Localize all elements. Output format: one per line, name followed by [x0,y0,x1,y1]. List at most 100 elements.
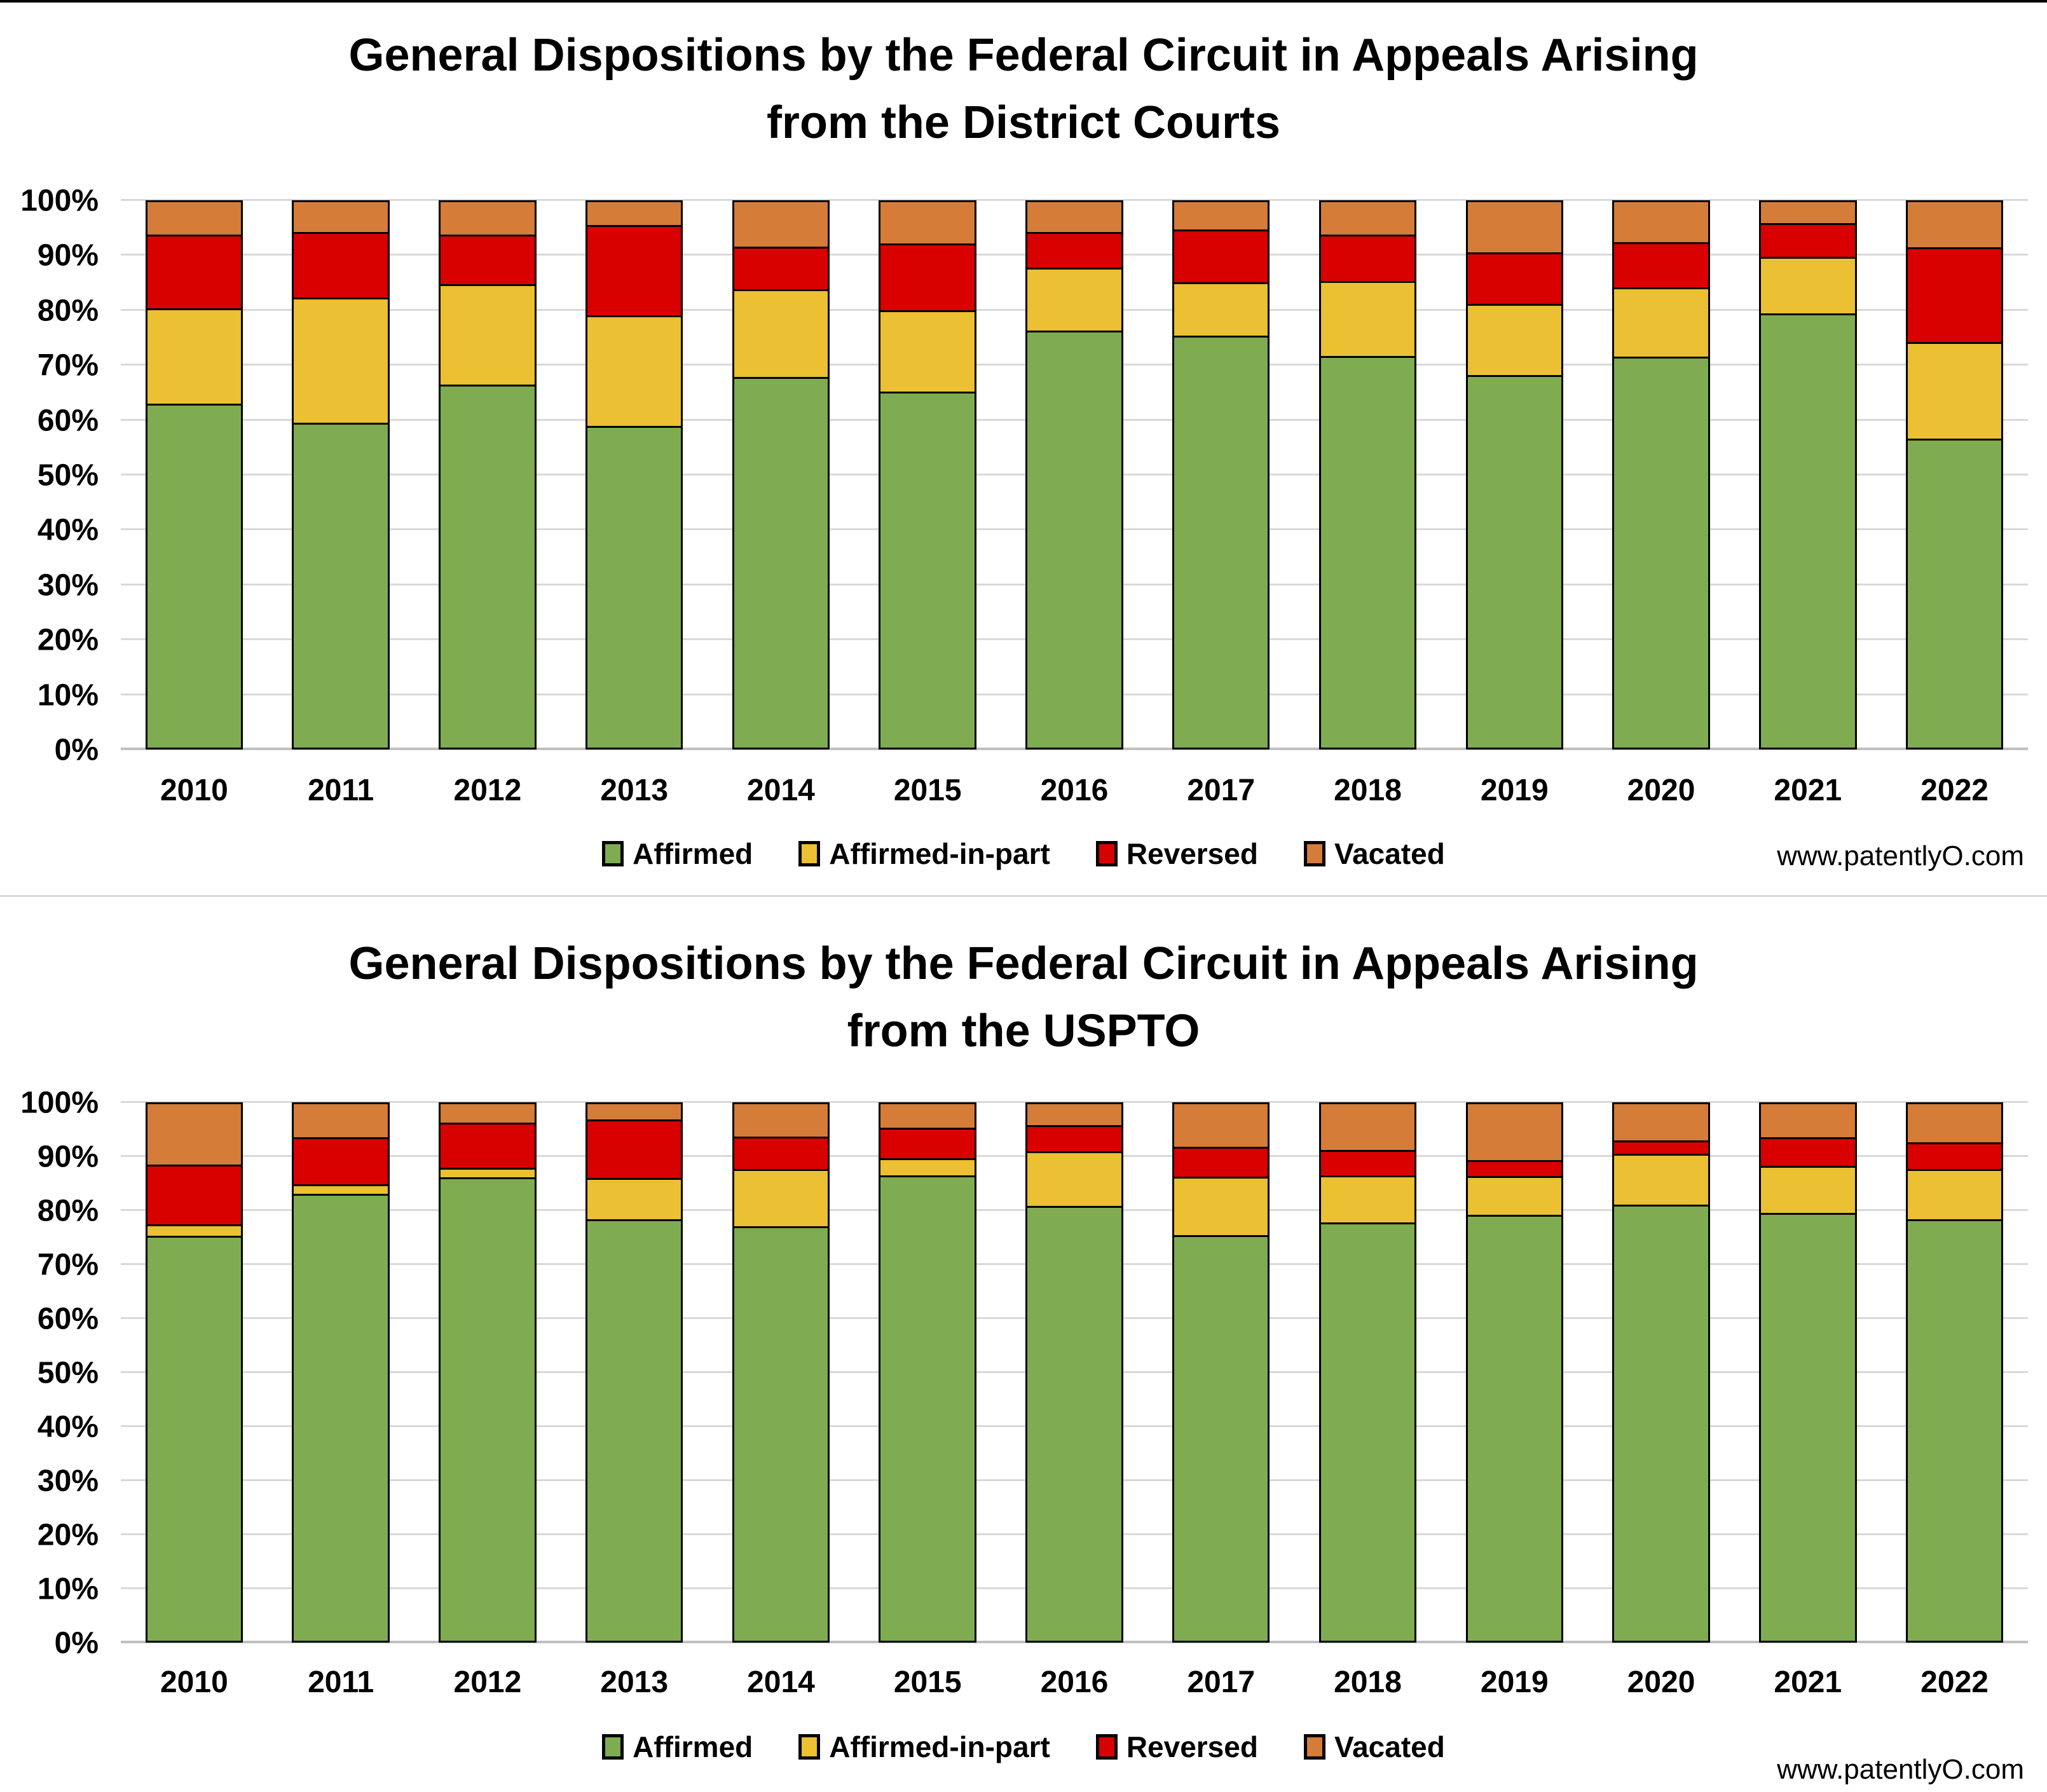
bar-segment-vacated-2020 [1614,202,1708,242]
legend-label: Affirmed [633,1730,753,1763]
bar-segment-affirmed-in-part-2014 [734,289,828,377]
stacked-bar-2011 [292,200,390,749]
bar-segment-reversed-2013 [587,225,681,315]
x-tick-label-2014: 2014 [747,1665,815,1699]
bar-segment-reversed-2020 [1614,242,1708,287]
legend-label: Reversed [1126,1730,1258,1763]
stacked-bar-2021 [1759,200,1857,749]
bar-segment-vacated-2013 [587,1104,681,1119]
y-tick-label-30pct: 30% [37,568,99,603]
bar-segment-vacated-2021 [1761,1104,1855,1138]
bar-segment-affirmed-in-part-2020 [1614,287,1708,357]
bar-segment-reversed-2021 [1761,223,1855,257]
bar-segment-reversed-2010 [147,235,242,309]
bar-segment-affirmed-in-part-2019 [1467,304,1561,375]
bar-segment-reversed-2016 [1027,232,1121,268]
legend-swatch-reversed-icon [1095,841,1118,866]
bar-segment-vacated-2020 [1614,1104,1708,1140]
bar-segment-vacated-2013 [587,202,681,226]
bars-container [121,1102,2028,1643]
bar-column-2015 [854,1102,1001,1643]
stacked-bar-2014 [732,200,830,749]
y-tick-label-80pct: 80% [37,1194,99,1228]
bar-segment-affirmed-2014 [734,1226,828,1641]
bar-segment-affirmed-2022 [1907,439,2002,748]
x-tick-label-2019: 2019 [1480,1665,1549,1699]
bar-segment-affirmed-in-part-2022 [1907,341,2002,439]
bar-column-2020 [1588,200,1735,749]
bar-segment-vacated-2019 [1467,1104,1561,1160]
bar-column-2022 [1881,1102,2028,1643]
bar-segment-reversed-2011 [294,1137,388,1184]
stacked-bar-2015 [879,200,976,749]
x-tick-label-2017: 2017 [1187,774,1256,807]
district-courts-x-axis-labels: 2010 2011 2012 2013 2014 2015 2016 2017 2018 2019… [121,773,2028,808]
watermark-link: www.patentlyO.com [1777,840,2024,872]
bar-segment-reversed-2019 [1467,1159,1561,1177]
bar-segment-vacated-2012 [441,202,535,235]
title-line-1: General Dispositions by the Federal Circ… [348,938,1699,989]
stacked-bar-2011 [292,1102,390,1643]
bar-column-2021 [1734,1102,1881,1643]
bar-column-2018 [1294,1102,1441,1643]
bar-segment-affirmed-2017 [1174,336,1268,748]
bar-segment-affirmed-2021 [1761,1213,1855,1641]
bar-segment-vacated-2022 [1907,202,2002,248]
bar-segment-affirmed-2011 [294,423,388,748]
bar-segment-affirmed-in-part-2015 [880,310,975,392]
bar-segment-reversed-2020 [1614,1140,1708,1154]
legend-label: Affirmed [633,837,753,870]
y-tick-label-20pct: 20% [37,623,99,657]
bar-segment-reversed-2013 [587,1119,681,1179]
bar-segment-vacated-2010 [147,202,242,235]
watermark-link: www.patentlyO.com [1777,1754,2024,1785]
bar-segment-vacated-2018 [1320,202,1415,235]
bar-segment-affirmed-2012 [441,1177,535,1641]
x-tick-label-2021: 2021 [1774,1665,1842,1699]
x-tick-label-2010: 2010 [160,1665,228,1699]
bar-segment-vacated-2014 [734,202,828,247]
bar-column-2011 [268,200,414,749]
bar-segment-affirmed-2021 [1761,313,1855,748]
bar-column-2012 [414,1102,561,1643]
y-tick-label-60pct: 60% [37,404,99,438]
x-tick-label-2020: 2020 [1627,1665,1695,1699]
legend-swatch-vacated-icon [1303,1734,1325,1760]
bar-segment-affirmed-in-part-2010 [147,308,242,404]
y-tick-label-20pct: 20% [37,1518,99,1552]
bar-segment-affirmed-2014 [734,376,828,748]
bar-column-2013 [561,200,708,749]
bar-segment-affirmed-2018 [1320,1222,1415,1641]
y-tick-label-10pct: 10% [37,678,99,713]
title-line-2: from the District Courts [766,97,1281,148]
bar-segment-reversed-2016 [1027,1125,1121,1152]
bar-segment-reversed-2011 [294,232,388,298]
bar-segment-affirmed-2022 [1907,1219,2002,1641]
bar-segment-reversed-2022 [1907,1142,2002,1170]
bar-segment-affirmed-in-part-2018 [1320,281,1415,356]
uspto-legend: Affirmed Affirmed-in-part Reversed Vacated [0,1730,2047,1764]
legend-item-affirmed: Affirmed [602,837,753,871]
stacked-bar-2012 [439,200,537,749]
bar-column-2012 [414,200,561,749]
stacked-bar-2018 [1318,1102,1417,1643]
legend-label: Affirmed-in-part [829,837,1050,870]
y-tick-label-0pct: 0% [54,1626,99,1660]
y-tick-label-80pct: 80% [37,294,99,328]
uspto-chart-panel: General Dispositions by the Federal Circ… [0,895,2047,1792]
x-tick-label-2019: 2019 [1480,774,1549,807]
bar-segment-vacated-2011 [294,1104,388,1138]
legend-swatch-affirmed-in-part-icon [798,1734,821,1760]
stacked-bar-2012 [439,1102,537,1643]
bar-segment-affirmed-2020 [1614,1204,1708,1641]
bar-segment-reversed-2015 [880,243,975,310]
bar-column-2010 [121,200,268,749]
bar-segment-reversed-2018 [1320,1149,1415,1176]
x-tick-label-2010: 2010 [160,774,228,807]
bar-segment-affirmed-2012 [441,385,535,748]
y-tick-label-30pct: 30% [37,1464,99,1498]
x-tick-label-2020: 2020 [1627,774,1695,807]
x-tick-label-2011: 2011 [308,774,374,807]
bar-segment-vacated-2021 [1761,202,1855,224]
x-tick-label-2022: 2022 [1920,1665,1989,1699]
